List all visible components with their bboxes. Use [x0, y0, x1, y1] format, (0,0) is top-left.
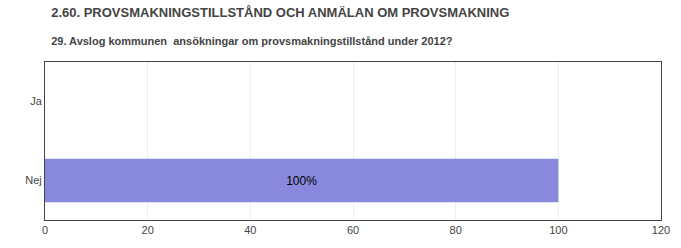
svg-text:2.60. PROVSMAKNINGSTILLSTÅND O: 2.60. PROVSMAKNINGSTILLSTÅND OCH ANMÄLAN… [51, 5, 509, 20]
svg-text:80: 80 [450, 224, 462, 236]
svg-text:60: 60 [347, 224, 359, 236]
svg-text:29. Avslog kommunen ansökning: 29. Avslog kommunen ansökningar om provs… [51, 35, 453, 47]
svg-text:100%: 100% [286, 174, 317, 188]
svg-text:0: 0 [42, 224, 48, 236]
svg-text:Ja: Ja [30, 95, 43, 107]
svg-text:120: 120 [652, 224, 670, 236]
svg-text:20: 20 [142, 224, 154, 236]
svg-text:Nej: Nej [25, 174, 42, 186]
svg-text:100: 100 [549, 224, 567, 236]
svg-text:40: 40 [244, 224, 256, 236]
